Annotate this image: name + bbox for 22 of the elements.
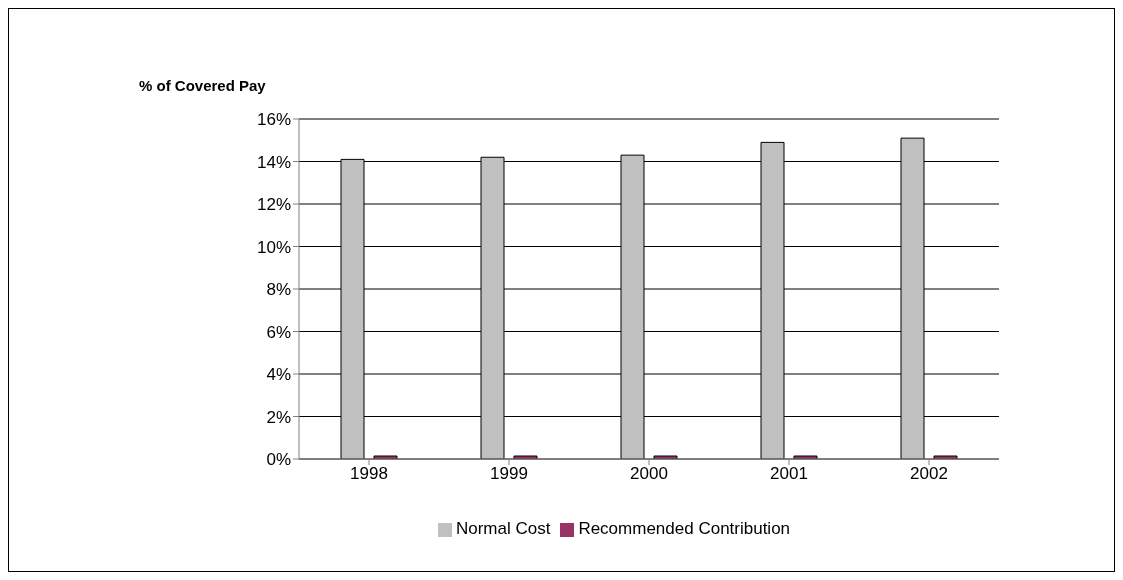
bar — [793, 455, 818, 459]
x-tick-label: 2001 — [770, 464, 808, 484]
bar — [933, 455, 958, 459]
bar — [653, 455, 678, 459]
bar — [513, 455, 538, 459]
y-tick-label: 2% — [266, 407, 291, 427]
legend-label: Normal Cost — [455, 519, 551, 538]
x-tick-label: 1998 — [350, 464, 388, 484]
legend-label: Recommended Contribution — [578, 519, 791, 538]
y-axis-title: % of Covered Pay — [139, 77, 266, 94]
y-tick-label: 6% — [266, 322, 291, 342]
x-tick-label: 1999 — [490, 464, 528, 484]
y-tick-label: 16% — [256, 110, 291, 130]
x-tick-label: 2000 — [630, 464, 668, 484]
y-tick-label: 14% — [256, 152, 291, 172]
y-tick-label: 0% — [266, 450, 291, 470]
x-tick-label: 2002 — [910, 464, 948, 484]
y-tick-label: 8% — [266, 280, 291, 300]
y-tick-label: 12% — [256, 195, 291, 215]
y-tick-label: 4% — [266, 365, 291, 385]
bar — [373, 455, 398, 459]
y-tick-label: 10% — [256, 237, 291, 257]
